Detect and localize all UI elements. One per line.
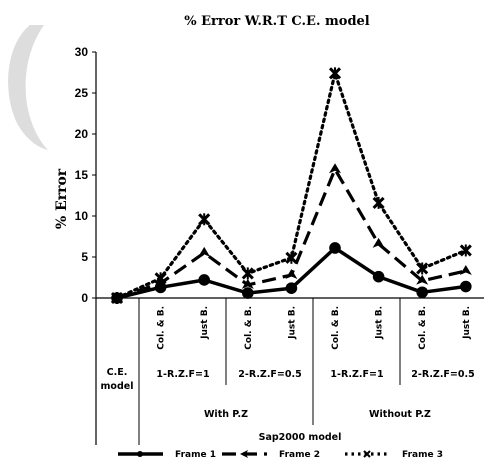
legend-label: Frame 3 [402,450,443,459]
data-point-frame-3 [110,291,124,305]
data-point-frame-2 [459,264,472,275]
group-label: 1-R.Z.F=1 [156,369,209,380]
group-label: 1-R.Z.F=1 [330,369,383,380]
data-point-frame-3 [198,213,211,226]
category-label: Col. & B. [157,306,167,350]
data-point-frame-3 [241,267,254,280]
chart-title: % Error W.R.T C.E. model [184,14,370,29]
category-label: Col. & B. [331,306,341,350]
y-axis-ticks: 0 5 10 15 20 25 30 [75,45,96,305]
data-point-frame-1 [285,282,298,294]
data-point-frame-2 [329,163,341,174]
data-point-frame-3 [416,262,429,275]
legend-marker [363,450,371,458]
category-label: Just B. [462,306,472,340]
data-point-frame-1 [329,242,341,254]
legend-label: Frame 1 [175,450,216,459]
data-point-frame-3 [459,244,472,257]
category-label: Just B. [287,306,297,340]
axes [95,52,484,445]
category-label: model [101,381,134,392]
y-tick-label: 25 [75,86,89,100]
group-label: Without P.Z [369,409,431,420]
category-label: Just B. [375,306,385,340]
category-label: C.E. [107,367,128,378]
data-point-frame-1 [198,274,210,286]
data-point-frame-1 [372,270,385,283]
group-label: With P.Z [204,409,248,420]
data-point-frame-2 [198,246,211,257]
group-label: Sap2000 model [259,432,342,443]
y-tick-label: 20 [75,127,89,141]
y-tick-label: 0 [81,291,88,305]
data-point-frame-1 [416,286,429,299]
category-label: Col. & B. [244,306,254,350]
y-tick-label: 5 [81,250,88,264]
group-label: 2-R.Z.F=0.5 [411,369,474,380]
legend-label: Frame 2 [279,450,320,459]
legend: Frame 1 Frame 2 Frame 3 [118,450,443,459]
decorative-swoosh [8,25,48,150]
legend-marker [240,450,248,458]
data-point-frame-2 [372,237,385,248]
y-tick-label: 30 [75,45,89,59]
category-labels: C.E. model Col. & B. Just B. Col. & B. Just B… [101,306,475,443]
data-point-frame-1 [460,280,472,293]
category-label: Just B. [200,306,210,340]
legend-marker [137,451,143,457]
y-axis-label: % Error [54,168,70,229]
series-line-frame-3 [115,71,468,300]
data-point-frame-2 [285,269,298,280]
group-label: 2-R.Z.F=0.5 [238,369,301,380]
series-line-frame-2 [116,167,467,300]
data-point-frame-3 [372,196,385,209]
data-point-frame-2 [416,274,429,285]
y-tick-label: 15 [75,168,89,182]
series-markers [110,67,472,305]
data-point-frame-1 [242,287,254,299]
data-point-frame-3 [154,272,167,285]
category-label: Col. & B. [418,306,428,350]
data-point-frame-3 [328,67,342,80]
y-tick-label: 10 [75,209,89,223]
data-point-frame-3 [285,251,298,264]
series-lines [115,71,468,300]
data-point-frame-2 [241,278,254,289]
